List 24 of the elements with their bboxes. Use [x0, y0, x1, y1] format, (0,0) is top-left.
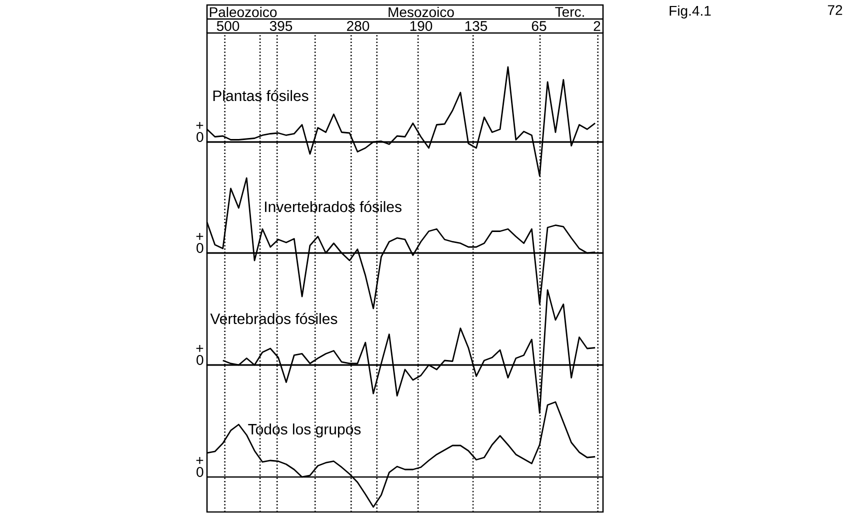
text: 2: [594, 21, 600, 32]
text: Invertebrados fósiles: [265, 201, 402, 212]
text: 65: [532, 21, 546, 32]
text: 0: [196, 132, 204, 142]
text: 0: [196, 467, 204, 478]
caption: Fig.4.1: [670, 6, 711, 19]
text: 0: [196, 243, 204, 254]
text: +: [196, 457, 204, 464]
text: Vertebrados fósiles: [210, 313, 338, 324]
text: Mesozoico: [388, 7, 454, 18]
text: Terc.: [555, 7, 584, 18]
text: +: [196, 122, 204, 129]
text: 72: [828, 5, 842, 16]
text: 0: [196, 355, 204, 366]
text: Paleozoico: [210, 7, 277, 18]
text: 135: [465, 21, 488, 32]
text: 190: [410, 21, 432, 32]
text: 500: [216, 21, 240, 32]
text: 280: [347, 21, 370, 32]
text: +: [196, 345, 204, 352]
text: 395: [270, 21, 292, 32]
text: Todos los grupos: [248, 424, 361, 438]
text: Plantas fósiles: [213, 90, 308, 102]
text: +: [196, 233, 204, 240]
